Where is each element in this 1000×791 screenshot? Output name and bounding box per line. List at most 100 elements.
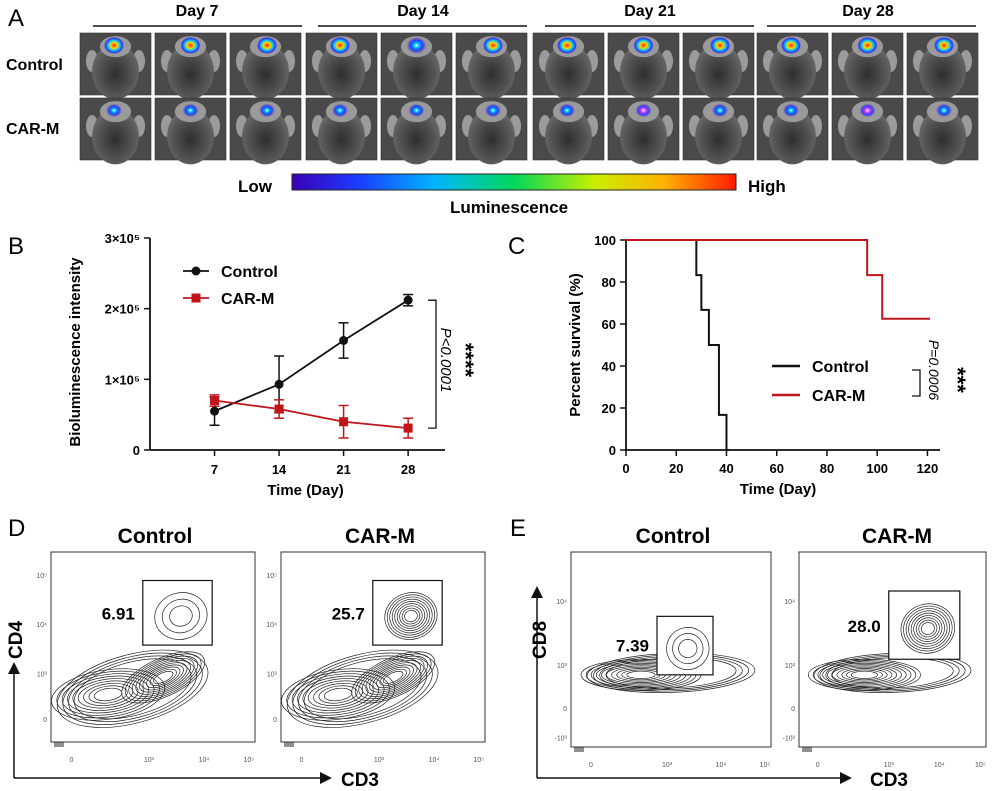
mouse-thumbnail	[756, 32, 829, 100]
luminescence-spot	[406, 36, 427, 54]
contour-line	[372, 664, 414, 691]
cd3-axis-label: CD3	[341, 770, 379, 791]
flow-x-tick-label: 0	[299, 757, 303, 764]
y-tick-label: 0	[609, 443, 616, 458]
luminescence-spot	[332, 103, 348, 118]
flow-x-tick-label: 10⁴	[716, 762, 727, 769]
luminescence-spot	[781, 36, 801, 54]
mouse-body	[393, 43, 440, 100]
flow-y-tick-label: 10⁵	[36, 573, 47, 580]
mouse-thumbnail	[229, 97, 302, 165]
data-point	[274, 404, 284, 414]
day-header: Day 7	[176, 3, 219, 20]
flow-y-tick-label: 10³	[37, 672, 48, 679]
contour-line	[822, 662, 907, 687]
y-tick-label: 3×10⁵	[105, 231, 140, 246]
luminescence-spot	[710, 36, 730, 54]
contour-line	[910, 612, 945, 645]
mouse-thumbnail	[79, 32, 152, 100]
mouse-thumbnail	[455, 32, 528, 100]
flow-x-tick-label: 10⁵	[474, 757, 485, 764]
contour-line	[900, 603, 956, 654]
flow-y-tick-label: 10³	[557, 663, 568, 670]
legend-label: Control	[812, 359, 869, 376]
contour-line	[827, 664, 902, 686]
contour-line	[672, 633, 704, 664]
flow-x-tick-label: 0	[816, 762, 820, 769]
y-tick-label: 40	[602, 359, 616, 374]
gate-percentage: 7.39	[616, 636, 649, 655]
data-point	[210, 396, 220, 406]
y-tick-label: 80	[602, 275, 616, 290]
flow-x-tick-label: 10³	[662, 762, 673, 769]
contour-line	[146, 666, 181, 689]
luminescence-spot	[408, 103, 425, 118]
mouse-thumbnail	[305, 97, 378, 165]
day-header: Day 14	[397, 3, 449, 20]
chart-c: 0 20 40 60 80 100 0 20 40 60 80 100 120 Time (Day) Per…	[567, 233, 970, 498]
luminescence-spot	[182, 103, 199, 118]
x-tick-label: 120	[917, 461, 939, 476]
contour-line	[365, 660, 421, 695]
luminescence-spot	[936, 103, 952, 118]
flow-y-tick-label: 0	[43, 717, 47, 724]
contour-line	[361, 657, 425, 697]
mouse-body	[620, 43, 667, 100]
contour-line	[67, 675, 150, 714]
flow-y-tick-label: 10⁴	[266, 622, 277, 629]
flow-y-tick-label: 10⁵	[266, 573, 277, 580]
gate-percentage: 25.7	[332, 604, 365, 623]
contour-line	[401, 607, 421, 625]
mouse-thumbnail	[154, 32, 227, 100]
flow-x-tick-label: 10⁵	[760, 762, 771, 769]
contour-line	[831, 665, 898, 685]
legend-label: CAR-M	[812, 388, 865, 405]
contour-line	[298, 655, 428, 723]
mouse-body	[919, 108, 966, 165]
x-tick-label: 7	[211, 462, 218, 477]
p-value: P=0.0006	[926, 340, 942, 401]
contour-line	[131, 657, 195, 697]
mouse-body	[468, 108, 515, 165]
flow-x-tick-label: 10⁴	[199, 757, 210, 764]
flow-x-tick-label: 10³	[374, 757, 385, 764]
mouse-body	[92, 43, 139, 100]
contour-line	[68, 655, 198, 723]
contour-line	[354, 653, 432, 702]
flow-x-tick-label: 10⁵	[975, 762, 986, 769]
data-point	[403, 423, 413, 433]
scale-high-label: High	[748, 177, 786, 196]
contour-line	[376, 666, 411, 689]
luminescence-spot	[330, 36, 350, 54]
gate-percentage: 6.91	[102, 604, 135, 623]
mouse-thumbnail	[607, 97, 680, 165]
scale-title: Luminescence	[450, 198, 568, 217]
luminescence-spot	[259, 103, 275, 118]
survival-curve	[626, 239, 930, 320]
x-axis-title: Time (Day)	[267, 482, 343, 499]
gate-box	[142, 579, 213, 646]
y-axis-title: Bioluminescence intensity	[67, 257, 84, 447]
mouse-thumbnail	[682, 97, 755, 165]
flow-x-tick-label: 10⁴	[429, 757, 440, 764]
luminescence-colorbar	[291, 173, 737, 191]
contour-line	[678, 639, 698, 659]
mouse-thumbnail	[682, 32, 755, 100]
x-tick-label: 100	[866, 461, 888, 476]
data-point	[339, 335, 349, 345]
luminescence-spot	[633, 36, 654, 54]
mouse-body	[844, 43, 891, 100]
contour-line	[302, 678, 374, 711]
contour-line	[73, 658, 192, 720]
data-point	[210, 406, 220, 416]
mouse-body	[545, 108, 592, 165]
contour-line	[72, 678, 144, 711]
contour-line	[351, 651, 436, 704]
contour-line	[391, 598, 431, 634]
luminescence-spot	[180, 36, 201, 54]
mouse-body	[468, 43, 515, 100]
flow-y-tick-label: -10³	[555, 735, 568, 742]
panel-label-c: C	[508, 233, 525, 260]
contour-line	[915, 617, 940, 640]
mouse-thumbnail	[906, 32, 979, 100]
